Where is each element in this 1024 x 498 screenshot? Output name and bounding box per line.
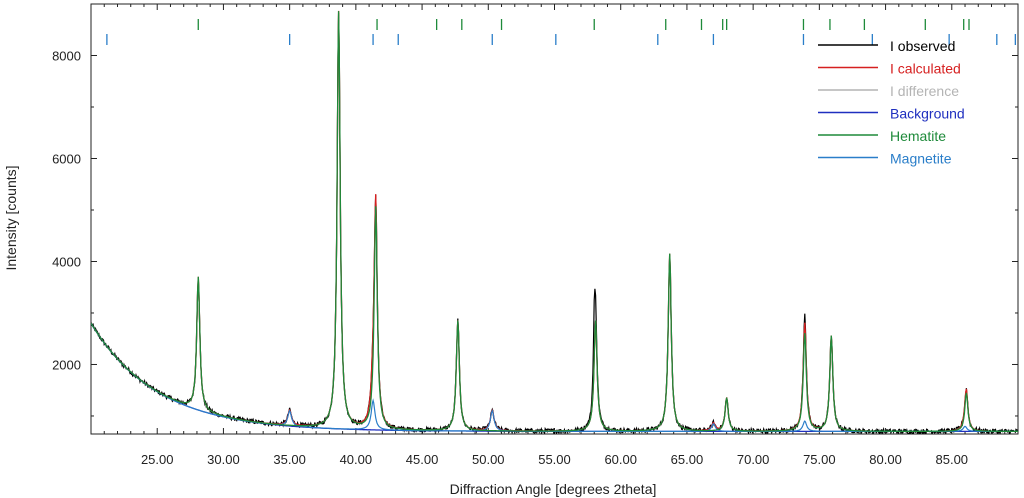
x-tick-label: 70.00: [737, 452, 770, 467]
y-tick-label: 8000: [52, 48, 81, 63]
plot-frame: [90, 3, 1019, 435]
x-tick-label: 60.00: [604, 452, 637, 467]
legend-label: Background: [890, 106, 965, 122]
x-axis-title: Diffraction Angle [degrees 2theta]: [450, 481, 657, 497]
y-tick-label: 6000: [52, 151, 81, 166]
series-calculated: [91, 10, 1018, 432]
series-hematite: [91, 11, 1018, 432]
x-tick-label: 25.00: [141, 452, 174, 467]
x-tick-label: 65.00: [671, 452, 704, 467]
legend-label: Hematite: [890, 128, 946, 144]
legend-label: I calculated: [890, 61, 961, 77]
x-tick-label: 50.00: [472, 452, 505, 467]
y-axis-title: Intensity [counts]: [3, 165, 19, 270]
x-tick-label: 30.00: [207, 452, 240, 467]
x-tick-label: 45.00: [406, 452, 439, 467]
y-tick-label: 4000: [52, 254, 81, 269]
legend-label: Magnetite: [890, 151, 952, 167]
series-observed: [91, 12, 1018, 434]
legend-label: I difference: [890, 83, 959, 99]
legend-label: I observed: [890, 38, 955, 54]
x-tick-label: 40.00: [340, 452, 373, 467]
y-tick-label: 2000: [52, 357, 81, 372]
x-tick-label: 75.00: [803, 452, 836, 467]
x-tick-label: 80.00: [869, 452, 902, 467]
x-tick-label: 55.00: [538, 452, 571, 467]
x-tick-label: 85.00: [936, 452, 969, 467]
x-tick-label: 35.00: [273, 452, 306, 467]
